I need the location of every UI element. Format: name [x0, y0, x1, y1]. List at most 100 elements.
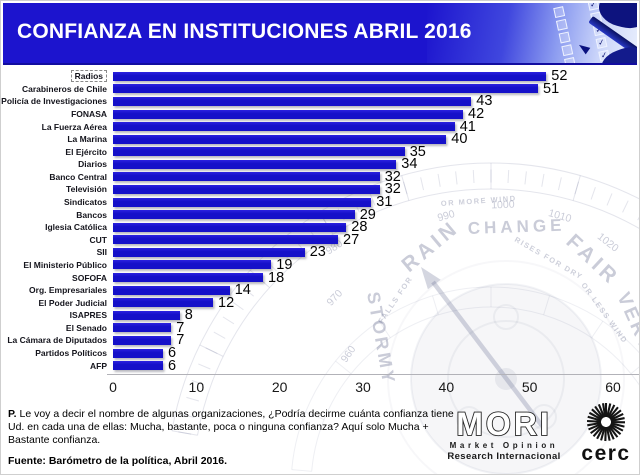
- bar: [113, 361, 163, 371]
- chart-row: Policía de Investigaciones 43: [1, 93, 639, 110]
- bar: [113, 323, 172, 333]
- value-label: 31: [376, 194, 393, 211]
- x-axis-line: [107, 374, 639, 375]
- chart-row: La Cámara de Diputados 7: [1, 332, 639, 349]
- chart-row: Televisión 32: [1, 181, 639, 198]
- value-label: 32: [384, 181, 401, 198]
- question-text: Le voy a decir el nombre de algunas orga…: [8, 408, 454, 447]
- chart-row: Sindicatos 31: [1, 194, 639, 211]
- value-label: 7: [176, 332, 185, 349]
- chart-row: Partidos Políticos 6: [1, 345, 639, 361]
- category-label: Diarios: [78, 159, 107, 170]
- value-label: 32: [384, 168, 401, 185]
- category-label: La Marina: [67, 134, 107, 145]
- chart-row: Radios 52: [1, 68, 639, 85]
- x-tick-label: 20: [271, 379, 288, 395]
- x-tick-label: 10: [188, 379, 205, 395]
- survey-checklist-image: ✓✓✓✓: [427, 3, 637, 63]
- survey-question: P. Le voy a decir el nombre de algunas o…: [8, 408, 460, 448]
- x-tick-label: 40: [438, 379, 455, 395]
- category-label: SII: [96, 247, 107, 258]
- value-label: 52: [551, 68, 568, 85]
- chart-row: SII 23: [1, 244, 639, 261]
- bar-chart: Radios 52 Carabineros de Chile 51 Policía de…: [1, 68, 639, 374]
- bar: [113, 348, 163, 358]
- category-label: El Ministerio Público: [23, 259, 107, 270]
- value-label: 42: [468, 106, 485, 123]
- mori-wordmark: MORI: [456, 406, 552, 442]
- chart-row: El Poder Judicial 12: [1, 294, 639, 311]
- page-title: CONFIANZA EN INSTITUCIONES ABRIL 2016: [17, 20, 472, 43]
- chart-row: Org. Empresariales 14: [1, 282, 639, 299]
- chart-row: FONASA 42: [1, 106, 639, 123]
- value-label: 14: [234, 282, 251, 299]
- chart-row: El Ejército 35: [1, 145, 639, 160]
- x-tick-label: 50: [521, 379, 538, 395]
- category-label: AFP: [90, 360, 107, 371]
- x-tick-label: 0: [109, 379, 117, 395]
- category-label: Carabineros de Chile: [21, 83, 107, 94]
- chart-row: ISAPRES 8: [1, 307, 639, 324]
- cerc-logo: cerc: [581, 403, 630, 465]
- cerc-wordmark: cerc: [581, 442, 630, 465]
- bar: [113, 197, 372, 207]
- source-note: Fuente: Barómetro de la política, Abril …: [8, 455, 227, 467]
- category-label: Sindicatos: [64, 197, 107, 208]
- bar: [113, 96, 472, 106]
- bar: [113, 122, 455, 132]
- category-label: El Ejército: [65, 146, 107, 157]
- bar: [113, 172, 380, 182]
- category-label: ISAPRES: [69, 310, 107, 321]
- value-label: 43: [476, 93, 493, 110]
- category-label: Org. Empresariales: [29, 285, 107, 296]
- value-label: 6: [168, 357, 177, 374]
- bar: [113, 335, 172, 345]
- category-label: Bancos: [76, 209, 107, 220]
- value-label: 29: [359, 206, 376, 223]
- value-label: 23: [309, 244, 326, 261]
- value-label: 27: [343, 231, 360, 248]
- mori-subtitle-1: Market Opinion: [450, 441, 559, 450]
- value-label: 12: [218, 294, 235, 311]
- bar: [113, 147, 405, 157]
- value-label: 6: [168, 345, 177, 361]
- value-label: 28: [351, 219, 368, 236]
- chart-row: AFP 6: [1, 357, 639, 374]
- bar: [113, 71, 547, 81]
- bar: [113, 184, 380, 194]
- value-label: 7: [176, 319, 185, 336]
- chart-row: Banco Central 32: [1, 168, 639, 185]
- bar: [113, 247, 305, 257]
- bar: [113, 260, 272, 270]
- bar: [113, 285, 230, 295]
- chart-row: SOFOFA 18: [1, 270, 639, 285]
- category-label: Televisión: [66, 184, 107, 195]
- chart-row: El Ministerio Público 19: [1, 256, 639, 273]
- bar: [113, 298, 213, 308]
- chart-row: Diarios 34: [1, 156, 639, 173]
- category-label: Radios: [70, 70, 107, 83]
- category-label: Iglesia Católica: [45, 222, 107, 233]
- chart-row: Iglesia Católica 28: [1, 219, 639, 236]
- bar: [113, 210, 355, 220]
- chart-row: CUT 27: [1, 231, 639, 248]
- mori-subtitle-2: Research Internacional: [447, 451, 560, 462]
- value-label: 40: [451, 131, 468, 148]
- chart-row: El Senado 7: [1, 319, 639, 336]
- chart-row: Bancos 29: [1, 206, 639, 223]
- value-label: 34: [401, 156, 418, 173]
- bar: [113, 235, 338, 245]
- value-label: 51: [543, 80, 560, 97]
- category-label: El Senado: [65, 322, 107, 333]
- bar: [113, 222, 347, 232]
- value-label: 8: [184, 307, 193, 324]
- bar: [113, 273, 263, 283]
- bar: [113, 134, 447, 144]
- category-label: Banco Central: [49, 171, 107, 182]
- bar: [113, 84, 538, 94]
- bar: [113, 159, 397, 169]
- value-label: 19: [276, 256, 293, 273]
- mori-logo: MORI Market Opinion Research Internacion…: [447, 405, 560, 462]
- bar: [113, 310, 180, 320]
